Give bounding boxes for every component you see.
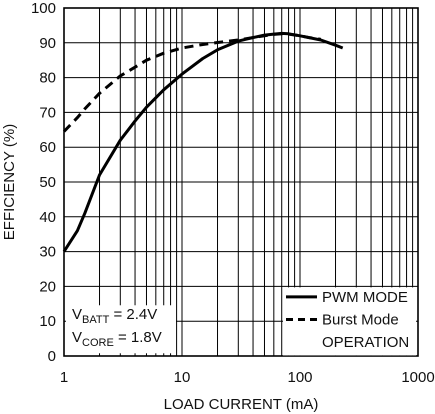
series-line-burst-mode xyxy=(62,32,322,133)
x-tick-labels: 1 10 100 1000 xyxy=(60,369,435,386)
series-line-pwm-mode xyxy=(62,31,344,253)
y-tick-label: 90 xyxy=(39,35,56,52)
y-tick-labels: 0 10 20 30 40 50 60 70 80 90 100 xyxy=(31,0,56,365)
y-tick-label: 60 xyxy=(39,139,56,156)
vcore-annotation: VCORE = 1.8V xyxy=(72,329,162,349)
vbatt-value: = 2.4V xyxy=(109,306,157,323)
legend-label-operation: OPERATION xyxy=(322,334,409,351)
plot-frame xyxy=(63,7,419,357)
legend-label-pwm-mode: PWM MODE xyxy=(322,289,408,306)
y-tick-label: 40 xyxy=(39,209,56,226)
vbatt-symbol: V xyxy=(72,306,82,323)
y-tick-label: 10 xyxy=(39,313,56,330)
condition-annotation: VBATT = 2.4V VCORE = 1.8V xyxy=(66,305,176,354)
x-tick-label: 1000 xyxy=(401,369,434,386)
y-tick-label: 20 xyxy=(39,278,56,295)
x-tick-label: 100 xyxy=(287,369,312,386)
legend: PWM MODE Burst Mode OPERATION xyxy=(283,287,416,356)
annotation-background xyxy=(66,305,176,354)
y-tick-label: 100 xyxy=(31,0,56,17)
x-tick-label: 1 xyxy=(60,369,68,386)
y-tick-label: 0 xyxy=(48,348,56,365)
vbatt-annotation: VBATT = 2.4V xyxy=(72,306,157,326)
y-tick-label: 80 xyxy=(39,70,56,87)
vcore-subscript: CORE xyxy=(82,337,114,349)
x-axis-title: LOAD CURRENT (mA) xyxy=(164,396,319,413)
x-tick-label: 10 xyxy=(174,369,191,386)
y-tick-label: 50 xyxy=(39,174,56,191)
y-tick-label: 30 xyxy=(39,244,56,261)
vcore-symbol: V xyxy=(72,329,82,346)
y-tick-label: 70 xyxy=(39,104,56,121)
y-axis-title: EFFICIENCY (%) xyxy=(1,124,18,240)
series-lines xyxy=(62,31,344,253)
vbatt-subscript: BATT xyxy=(82,314,110,326)
legend-background xyxy=(283,287,416,356)
vcore-value: = 1.8V xyxy=(114,329,162,346)
legend-label-burst-mode: Burst Mode xyxy=(322,311,399,328)
